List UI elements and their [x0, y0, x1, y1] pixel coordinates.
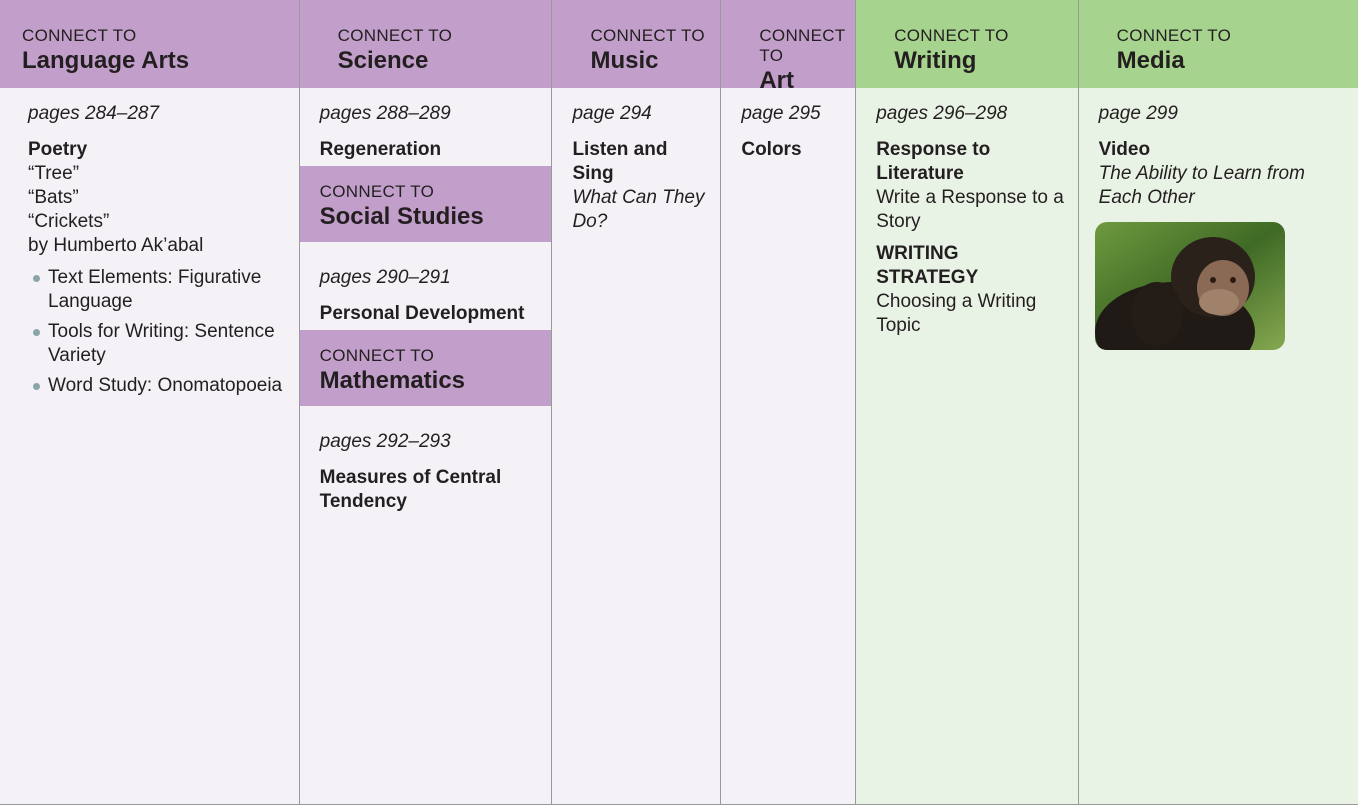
header-title: Music [590, 47, 659, 74]
page-range: pages 292–293 [319, 431, 451, 452]
section: pages 290–291 Personal Development [300, 252, 552, 326]
topic-title: Measures of Central Tendency [319, 467, 502, 512]
header-kicker: CONNECT TO [319, 182, 435, 201]
section: pages 284–287 Poetry “Tree” “Bats” “Crickets… [0, 88, 299, 404]
page-range: page 295 [741, 103, 821, 124]
page-range: page 299 [1098, 103, 1178, 124]
topic-title: Personal Development [319, 303, 525, 324]
chimpanzee-photo [1094, 222, 1285, 350]
column-header: CONNECT TO Art [721, 0, 856, 94]
header-kicker: CONNECT TO [22, 26, 137, 45]
header-title: Social Studies [319, 203, 484, 230]
topic-subtitle: The Ability to Learn from Each Other [1098, 163, 1305, 208]
topic-text: Choosing a Writing Topic [876, 291, 1037, 336]
header-title: Art [759, 67, 795, 94]
topic-text: “Crickets” [28, 211, 110, 232]
header-kicker: CONNECT TO [590, 26, 705, 45]
bullet-item: Tools for Writing: Sentence Variety [33, 320, 287, 368]
header-kicker: CONNECT TO [759, 26, 846, 65]
topic-title: Listen and Sing [572, 139, 668, 184]
topic-title: Video [1098, 139, 1151, 160]
column-header: CONNECT TO Music [552, 0, 721, 88]
sub-header: CONNECT TO Mathematics [299, 330, 552, 406]
page-range: pages 296–298 [876, 103, 1008, 124]
page-range: pages 288–289 [319, 103, 451, 124]
column-header: CONNECT TO Media [1078, 0, 1358, 88]
header-title: Mathematics [319, 367, 466, 394]
topic-text: Write a Response to a Story [876, 187, 1064, 232]
header-kicker: CONNECT TO [1116, 26, 1232, 45]
column: CONNECT TO Writing pages 296–298 Response t… [856, 0, 1079, 804]
page-range: pages 290–291 [319, 267, 451, 288]
header-title: Science [337, 47, 429, 74]
header-title: Language Arts [22, 47, 190, 74]
section: page 299 Video The Ability to Learn from E… [1079, 88, 1358, 355]
column: CONNECT TO Language Arts pages 284–287 Poet… [0, 0, 300, 804]
section: pages 288–289 Regeneration [300, 88, 552, 162]
bullet-item: Text Elements: Figurative Language [33, 266, 287, 314]
topic-title: Regeneration [319, 139, 442, 160]
section: pages 292–293 Measures of Central Tendenc… [300, 416, 552, 514]
column: CONNECT TO Music page 294 Listen and Sing Wh… [552, 0, 722, 804]
topic-text: “Tree” [28, 163, 80, 184]
column-header: CONNECT TO Language Arts [0, 0, 299, 88]
topic-title: Poetry [28, 139, 88, 160]
column: CONNECT TO Media page 299 Video The Ability … [1078, 0, 1358, 804]
column-header: CONNECT TO Writing [856, 0, 1078, 88]
header-title: Media [1116, 47, 1185, 74]
header-kicker: CONNECT TO [894, 26, 1009, 45]
page-range: pages 284–287 [28, 103, 160, 124]
header-kicker: CONNECT TO [319, 346, 435, 365]
bullet-item: Word Study: Onomatopoeia [33, 374, 287, 398]
topic-text: “Bats” [28, 187, 79, 208]
section: pages 296–298 Response to Literature Write… [856, 88, 1077, 338]
topic-title: Response to Literature [876, 139, 991, 184]
header-kicker: CONNECT TO [337, 26, 453, 45]
topic-text: by Humberto Ak’abal [28, 235, 204, 256]
column: CONNECT TO Science pages 288–289 Regenerati… [299, 0, 553, 804]
section: page 295 Colors [721, 88, 855, 162]
page-range: page 294 [572, 103, 652, 124]
column-header: CONNECT TO Science [299, 0, 552, 88]
sub-header: CONNECT TO Social Studies [299, 166, 552, 242]
bullet-list: Text Elements: Figurative Language Tools … [28, 266, 287, 398]
topic-title: Colors [741, 139, 802, 160]
topic-subtitle: What Can They Do? [572, 187, 705, 232]
header-title: Writing [894, 47, 977, 74]
topic-title: WRITING STRATEGY [876, 243, 979, 288]
section: page 294 Listen and Sing What Can They Do? [552, 88, 720, 234]
column: CONNECT TO Art page 295 Colors [721, 0, 857, 804]
